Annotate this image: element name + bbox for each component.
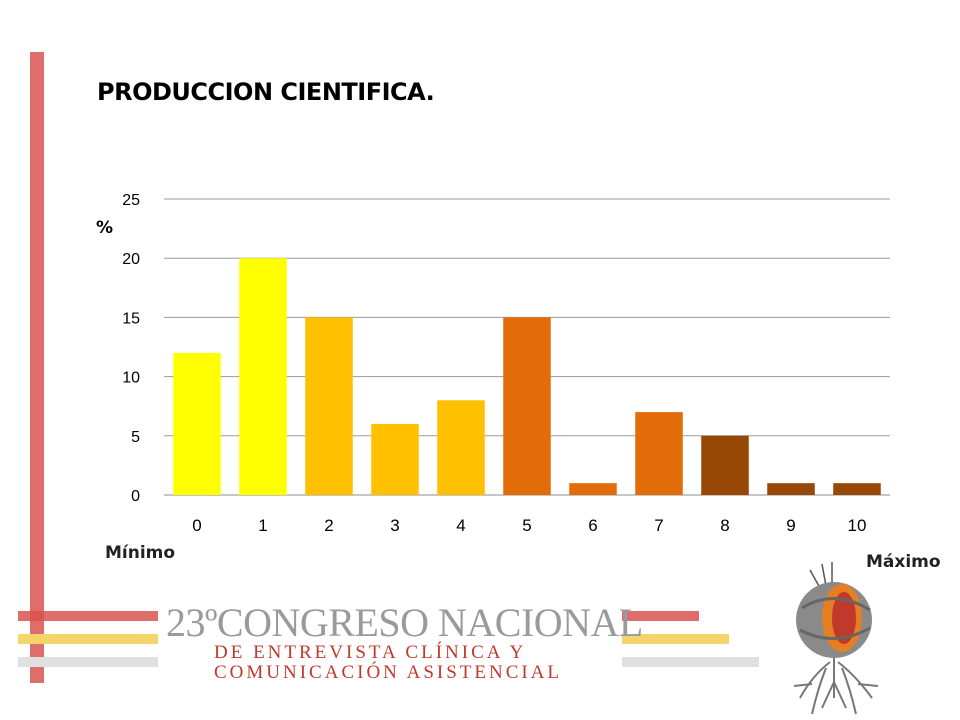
y-tick-labels: 0 5 10 15 20 25	[122, 192, 140, 505]
y-tick-label: 5	[131, 429, 140, 446]
bar-10	[833, 483, 881, 495]
y-tick-label: 10	[122, 370, 140, 387]
logo-subtitle-2: COMUNICACIÓN ASISTENCIAL	[214, 662, 563, 683]
stripe-yellow-left	[18, 634, 158, 644]
bar-9	[767, 483, 815, 495]
congress-logo-banner: 23ºCONGRESO NACIONAL DE ENTREVISTA CLÍNI…	[166, 600, 643, 683]
bar-3	[371, 423, 419, 495]
y-tick-label: 15	[122, 310, 140, 327]
y-tick-label: 25	[122, 192, 140, 209]
bar-4	[437, 400, 485, 495]
x-tick-labels: 0 1 2 3 4 5 6 7 8 9 10	[192, 516, 866, 535]
x-tick-label: 10	[848, 516, 867, 535]
stripe-grey-right	[622, 657, 759, 667]
x-tick-label: 2	[324, 516, 333, 535]
x-tick-label: 7	[654, 516, 663, 535]
stripe-red-right	[622, 611, 699, 621]
x-tick-label: 9	[786, 516, 795, 535]
stripe-grey-left	[18, 657, 158, 667]
x-tick-label: 4	[456, 516, 465, 535]
y-axis-unit-label: %	[96, 218, 114, 238]
congress-emblem-icon	[793, 562, 879, 715]
bar-8	[701, 435, 749, 495]
logo-subtitle-1: DE ENTREVISTA CLÍNICA Y	[214, 642, 527, 663]
x-tick-label: 5	[522, 516, 531, 535]
y-tick-label: 20	[122, 251, 140, 268]
bar-2	[305, 317, 353, 495]
stripe-red-left	[18, 611, 158, 621]
bar-7	[635, 412, 683, 495]
minimum-label: Mínimo	[105, 543, 176, 563]
y-tick-label: 0	[131, 488, 140, 505]
bar-5	[503, 317, 551, 495]
stripe-yellow-right	[622, 634, 729, 644]
bar-6	[569, 483, 617, 495]
x-tick-label: 3	[390, 516, 399, 535]
x-tick-label: 8	[720, 516, 729, 535]
bars	[173, 258, 881, 495]
maximum-label: Máximo	[866, 552, 941, 572]
x-tick-label: 0	[192, 516, 201, 535]
slide-title: PRODUCCION CIENTIFICA.	[97, 78, 435, 106]
bar-0	[173, 352, 221, 495]
x-tick-label: 1	[258, 516, 267, 535]
logo-title: 23ºCONGRESO NACIONAL	[166, 600, 643, 645]
bar-1	[239, 258, 287, 495]
x-tick-label: 6	[588, 516, 597, 535]
accent-vertical-bar	[30, 52, 44, 683]
